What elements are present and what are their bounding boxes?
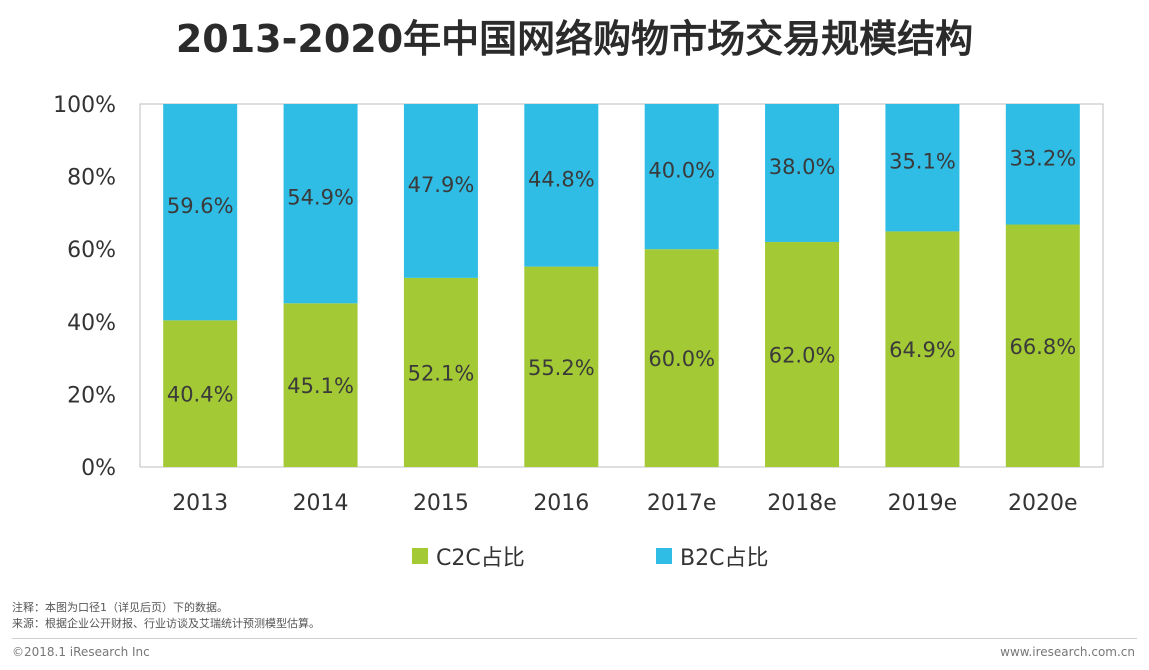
data-label-b2c: 54.9%	[287, 186, 354, 210]
data-label-b2c: 59.6%	[167, 194, 234, 218]
bar-b2c	[283, 104, 358, 304]
plot-frame	[139, 103, 1104, 468]
data-label-c2c: 60.0%	[648, 347, 715, 371]
bar-c2c	[765, 241, 840, 467]
data-label-c2c: 45.1%	[287, 374, 354, 398]
y-tick-label: 60%	[67, 238, 116, 263]
y-tick-label: 40%	[67, 311, 116, 336]
bar-b2c	[1005, 104, 1080, 225]
chart-legend: C2C占比 B2C占比	[0, 540, 1149, 574]
bar-c2c	[163, 320, 238, 467]
data-label-b2c: 33.2%	[1009, 146, 1076, 170]
x-tick-label: 2019e	[888, 491, 958, 516]
bar-c2c	[644, 249, 719, 467]
copyright-text: ©2018.1 iResearch Inc	[12, 645, 150, 659]
data-label-c2c: 64.9%	[889, 338, 956, 362]
legend-item-b2c: B2C占比	[656, 540, 768, 572]
x-tick-label: 2017e	[647, 491, 717, 516]
x-tick-label: 2018e	[767, 491, 837, 516]
legend-label-b2c: B2C占比	[680, 546, 769, 571]
legend-label-c2c: C2C占比	[436, 546, 525, 571]
data-label-c2c: 62.0%	[769, 343, 836, 367]
bar-b2c	[885, 104, 960, 232]
y-tick-label: 0%	[81, 456, 116, 481]
y-tick-label: 80%	[67, 166, 116, 191]
bar-b2c	[403, 104, 478, 278]
bar-b2c	[163, 104, 238, 321]
bar-c2c	[524, 266, 599, 467]
footnote-source: 来源：根据企业公开财报、行业访谈及艾瑞统计预测模型估算。	[12, 617, 320, 630]
x-tick-label: 2020e	[1008, 491, 1078, 516]
bar-c2c	[1005, 224, 1080, 467]
footer-divider	[12, 638, 1137, 639]
bar-c2c	[283, 303, 358, 467]
data-label-b2c: 38.0%	[769, 155, 836, 179]
data-label-c2c: 55.2%	[528, 356, 595, 380]
x-tick-label: 2015	[413, 491, 469, 516]
chart-title: 2013-2020年中国网络购物市场交易规模结构	[175, 17, 974, 61]
footnotes: 注释：本图为口径1（详见后页）下的数据。 来源：根据企业公开财报、行业访谈及艾瑞…	[12, 600, 320, 632]
x-tick-label: 2016	[533, 491, 589, 516]
bar-b2c	[524, 104, 599, 267]
x-tick-label: 2014	[293, 491, 349, 516]
website-text: www.iresearch.com.cn	[1000, 645, 1135, 659]
bar-c2c	[885, 231, 960, 467]
data-label-c2c: 66.8%	[1009, 335, 1076, 359]
data-label-c2c: 52.1%	[408, 361, 475, 385]
data-label-b2c: 40.0%	[648, 159, 715, 183]
footnote-note: 注释：本图为口径1（详见后页）下的数据。	[12, 601, 228, 614]
legend-swatch-b2c	[656, 548, 672, 564]
data-label-c2c: 40.4%	[167, 383, 234, 407]
legend-item-c2c: C2C占比	[412, 540, 525, 572]
bar-c2c	[403, 277, 478, 467]
x-tick-label: 2013	[172, 491, 228, 516]
data-label-b2c: 35.1%	[889, 150, 956, 174]
data-label-b2c: 44.8%	[528, 167, 595, 191]
data-label-b2c: 47.9%	[408, 173, 475, 197]
stacked-bar-chart: 0% 20% 40% 60% 80% 100% 40.4% 59.6% 2013 45.1% 54.…	[53, 93, 1104, 516]
y-tick-label: 20%	[67, 383, 116, 408]
bar-b2c	[644, 104, 719, 250]
legend-swatch-c2c	[412, 548, 428, 564]
bar-b2c	[765, 104, 840, 242]
y-tick-label: 100%	[53, 93, 116, 118]
